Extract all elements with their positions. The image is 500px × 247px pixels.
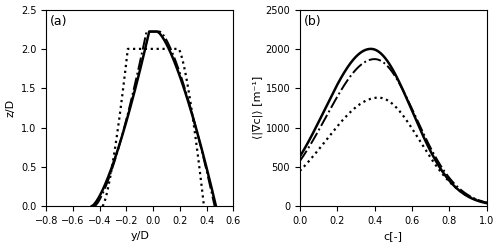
- X-axis label: c[-]: c[-]: [384, 231, 403, 242]
- Text: (a): (a): [50, 16, 68, 28]
- X-axis label: y/D: y/D: [130, 231, 150, 242]
- Y-axis label: ⟨|∇c|⟩ [m⁻¹]: ⟨|∇c|⟩ [m⁻¹]: [252, 76, 262, 140]
- Text: (b): (b): [304, 16, 321, 28]
- Y-axis label: z/D: z/D: [6, 99, 16, 117]
